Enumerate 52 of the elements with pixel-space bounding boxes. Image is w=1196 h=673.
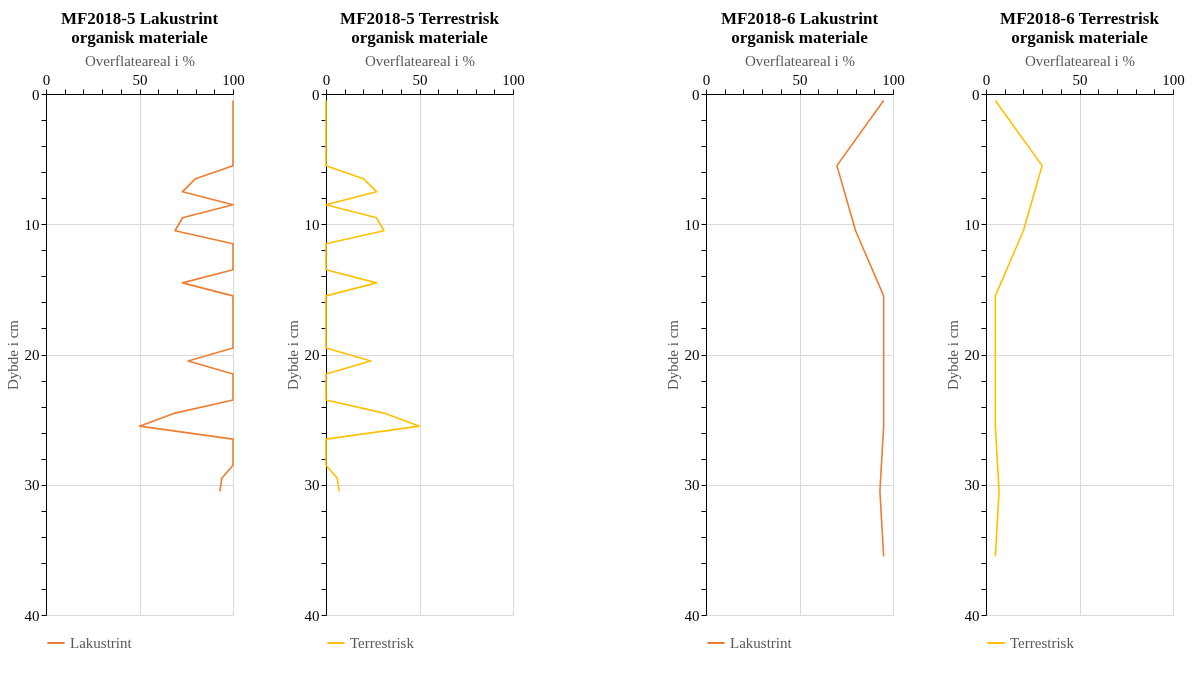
chart-title: MF2018-6 Lakustrint organisk materiale [720,9,879,47]
x-tick-label: 0 [982,71,991,88]
y-tick-label: 0 [972,86,980,103]
x-axis-title: Overflateareal i % [85,52,195,69]
y-tick-label: 20 [684,347,700,363]
x-tick-label: 50 [132,71,148,88]
y-tick-label: 40 [684,607,700,624]
x-tick-label: 50 [792,71,808,88]
y-tick-label: 30 [964,477,980,494]
y-tick-label: 40 [964,607,980,624]
line-series [325,99,421,493]
y-tick-label: 40 [304,607,320,624]
y-tick-label: 10 [684,216,700,233]
x-axis-title: Overflateareal i % [365,52,475,69]
legend-label: Terrestrisk [1010,635,1075,651]
line-series [836,99,885,558]
y-tick-label: 10 [304,216,320,233]
y-tick-label: 10 [964,216,980,233]
x-tick-label: 100 [222,71,245,88]
line-series [994,99,1043,558]
x-tick-label: 0 [42,71,51,88]
y-tick-label: 20 [304,347,320,363]
y-tick-label: 30 [304,477,320,494]
x-tick-label: 100 [502,71,525,88]
y-tick-label: 20 [964,347,980,363]
chart-title: MF2018-5 Lakustrint organisk materiale [60,9,219,47]
y-tick-label: 30 [24,477,40,494]
legend-label: Lakustrint [70,635,133,651]
y-tick-label: 40 [24,607,40,624]
y-axis-title: Dybde i cm [664,319,681,390]
line-series [138,99,234,493]
chart-title: MF2018-5 Terrestrisk organisk materiale [340,9,500,47]
x-tick-label: 100 [882,71,905,88]
x-tick-label: 50 [1072,71,1088,88]
x-tick-label: 100 [1162,71,1185,88]
y-tick-label: 0 [32,86,40,103]
legend-label: Lakustrint [730,635,793,651]
x-tick-label: 0 [322,71,331,88]
chart-title: MF2018-6 Terrestrisk organisk materiale [1000,9,1160,47]
y-axis-title: Dybde i cm [4,319,21,390]
x-axis-title: Overflateareal i % [1025,52,1135,69]
y-axis-title: Dybde i cm [284,319,301,390]
y-tick-label: 30 [684,477,700,494]
y-tick-label: 20 [24,347,40,363]
y-tick-label: 0 [692,86,700,103]
legend-label: Terrestrisk [350,635,415,651]
y-tick-label: 10 [24,216,40,233]
y-axis-title: Dybde i cm [944,319,961,390]
x-tick-label: 50 [412,71,428,88]
x-axis-title: Overflateareal i % [745,52,855,69]
x-tick-label: 0 [702,71,711,88]
y-tick-label: 0 [312,86,320,103]
